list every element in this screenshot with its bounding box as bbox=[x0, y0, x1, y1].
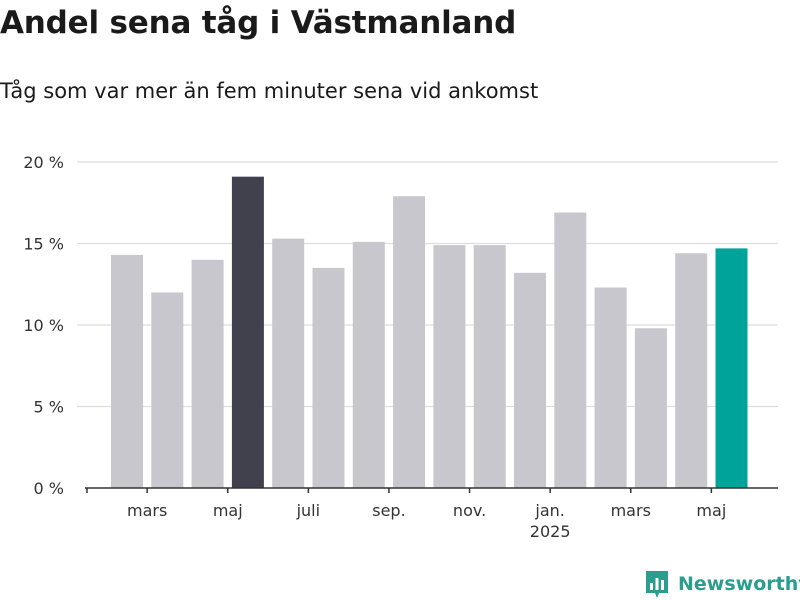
chart-title: Andel sena tåg i Västmanland bbox=[0, 5, 517, 41]
newsworthy-logo: Newsworthy bbox=[644, 569, 800, 599]
bar bbox=[715, 248, 748, 488]
y-tick-label: 0 % bbox=[34, 479, 64, 498]
x-tick-label: nov. bbox=[453, 501, 486, 520]
x-tick-label: juli bbox=[296, 501, 320, 520]
bar bbox=[272, 238, 305, 488]
bar bbox=[393, 196, 426, 489]
x-tick-year-label: 2025 bbox=[530, 522, 571, 541]
bar bbox=[151, 292, 184, 488]
x-tick-label: mars bbox=[127, 501, 167, 520]
chart-subtitle: Tåg som var mer än fem minuter sena vid … bbox=[0, 79, 539, 103]
bar bbox=[191, 259, 224, 488]
x-tick-label: sep. bbox=[372, 501, 405, 520]
bar bbox=[675, 253, 708, 488]
bar bbox=[594, 287, 627, 488]
bar bbox=[312, 267, 345, 488]
newsworthy-logo-icon bbox=[646, 571, 668, 598]
bar bbox=[111, 254, 143, 488]
bar bbox=[514, 272, 546, 488]
x-tick-label: jan. bbox=[534, 501, 564, 520]
y-tick-label: 15 % bbox=[23, 235, 64, 254]
y-tick-label: 20 % bbox=[23, 153, 64, 172]
x-tick-label: mars bbox=[611, 501, 651, 520]
x-tick-label: maj bbox=[213, 501, 243, 520]
bar bbox=[634, 328, 667, 488]
bar bbox=[554, 212, 587, 488]
bar bbox=[231, 176, 264, 489]
bar bbox=[352, 241, 385, 488]
y-tick-label: 10 % bbox=[23, 316, 64, 335]
bar bbox=[433, 245, 466, 488]
bar bbox=[473, 245, 506, 488]
y-tick-label: 5 % bbox=[34, 398, 64, 417]
x-tick-label: maj bbox=[696, 501, 726, 520]
newsworthy-logo-text: Newsworthy bbox=[678, 573, 800, 595]
